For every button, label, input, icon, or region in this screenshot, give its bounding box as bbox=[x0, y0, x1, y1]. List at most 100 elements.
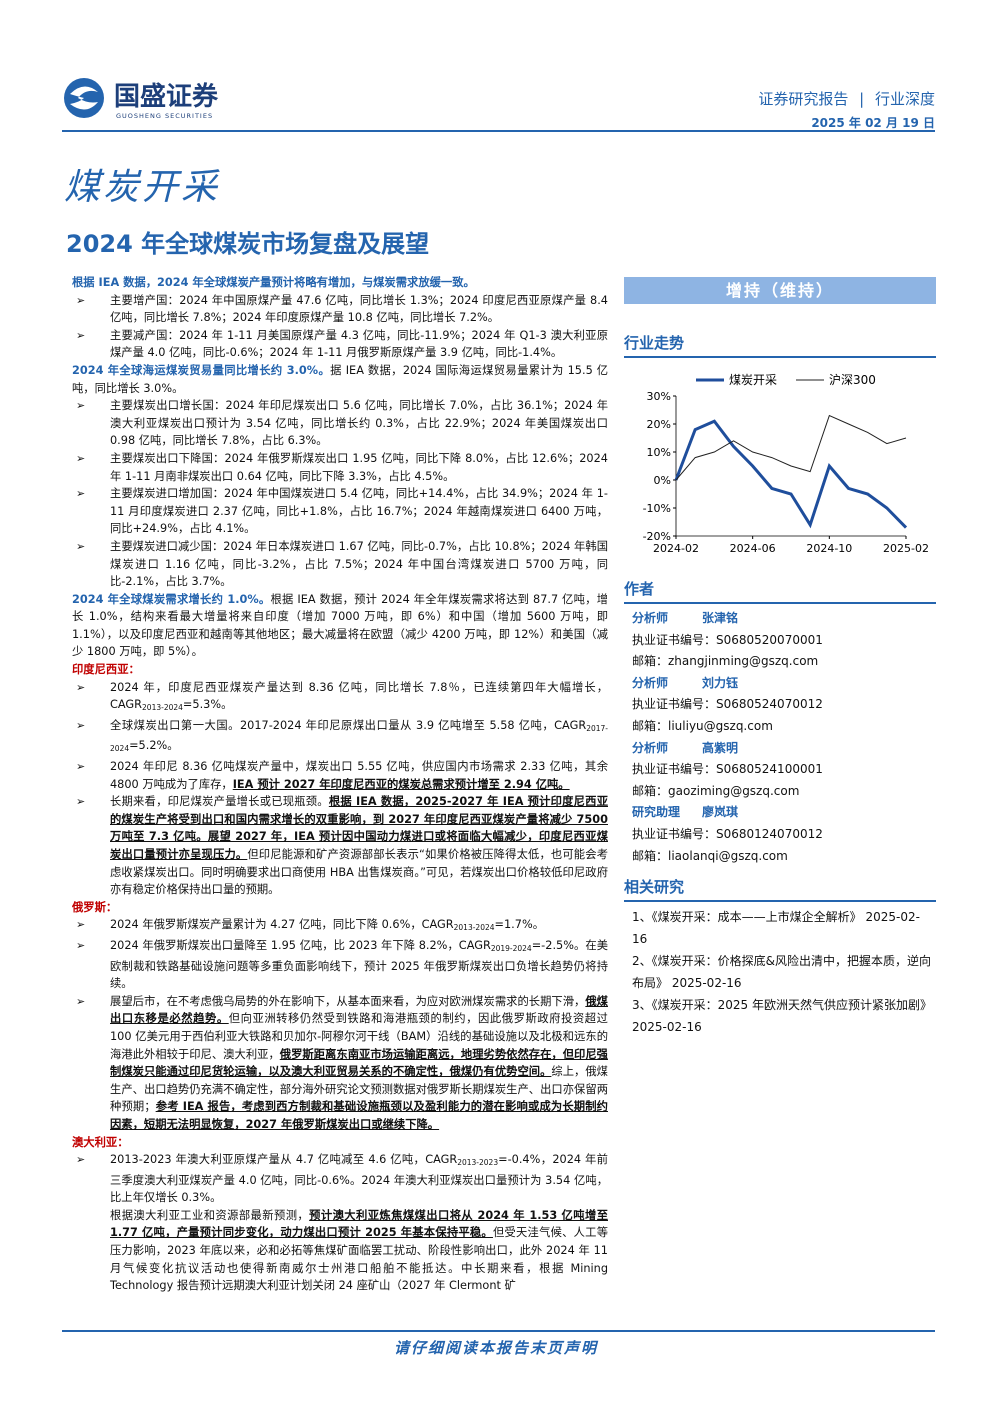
author-name: 张津铭 bbox=[702, 611, 739, 625]
text-run: 但受天洼气候、人工等压力影响，2023 年底以来，必和必拓等焦煤矿面临罢工扰动、… bbox=[110, 1226, 608, 1293]
text-run: =1.7%。 bbox=[494, 918, 544, 932]
para-paragraph: 根据澳大利亚工业和资源部最新预测，预计澳大利亚炼焦煤煤出口将从 2024 年 1… bbox=[72, 1207, 608, 1295]
related-item: 3、《煤炭开采：2025 年欧洲天然气供应预计紧张加剧》 2025-02-16 bbox=[632, 998, 932, 1034]
author-role: 研究助理 bbox=[632, 805, 681, 820]
author-name: 廖岚琪 bbox=[702, 805, 739, 820]
related-item: 2、《煤炭开采：价格探底&风险出清中，把握本质，逆向布局》 2025-02-16 bbox=[632, 954, 931, 990]
text-run: 主要煤炭出口下降国：2024 年俄罗斯煤炭出口 1.95 亿吨，同比下降 8.0… bbox=[110, 451, 608, 483]
x-tick-label: 2024-06 bbox=[730, 542, 776, 555]
section-heading: 作者 bbox=[624, 578, 936, 604]
text-run: 展望后市，在不考虑俄乌局势的外在影响下，从基本面来看，为应对欧洲煤炭需求的长期下… bbox=[110, 994, 586, 1008]
text-run: 主要增产国：2024 年中国原煤产量 47.6 亿吨，同比增长 1.3%；202… bbox=[110, 293, 608, 325]
text-run: =5.2%。 bbox=[129, 739, 179, 753]
text-run: =5.3%。 bbox=[182, 698, 233, 712]
emphasis: IEA 预计 2027 年印度尼西亚的煤炭总需求预计增至 2.94 亿吨。 bbox=[232, 777, 570, 791]
bullet-paragraph: 主要减产国：2024 年 1-11 月美国原煤产量 4.3 亿吨，同比-11.9… bbox=[72, 327, 608, 362]
text-run: =-0.4%，2024 年前三季度澳大利亚煤炭产量 4.0 亿吨，同比-0.6%… bbox=[110, 1153, 608, 1205]
lead-paragraph: 2024 年全球煤炭需求增长约 1.0%。根据 IEA 数据，预计 2024 年… bbox=[72, 591, 608, 661]
emphasis: 2024 年全球海运煤炭贸易量同比增长约 3.0%。 bbox=[72, 363, 331, 377]
bullet-paragraph: 主要煤炭进口增加国：2024 年中国煤炭进口 5.4 亿吨，同比+14.4%，占… bbox=[72, 485, 608, 538]
text-run: 2024 年俄罗斯煤炭出口量降至 1.95 亿吨，比 2023 年下降 8.2%… bbox=[110, 938, 491, 952]
text-run: 主要减产国：2024 年 1-11 月美国原煤产量 4.3 亿吨，同比-11.9… bbox=[110, 328, 608, 360]
body-text: 根据 IEA 数据，2024 年全球煤炭产量预计将略有增加，与煤炭需求放缓一致。… bbox=[72, 274, 608, 1314]
lead-paragraph: 根据 IEA 数据，2024 年全球煤炭产量预计将略有增加，与煤炭需求放缓一致。 bbox=[72, 274, 608, 292]
author-cert: 执业证书编号：S0680524070012 bbox=[632, 697, 823, 712]
x-tick-label: 2025-02 bbox=[883, 542, 929, 555]
emphasis: 根据 IEA 数据，2025-2027 年 IEA 预计印度尼西亚的煤炭生产将受… bbox=[110, 795, 608, 861]
text-run: 但印尼能源和矿产资源部部长表示“如果价格被压降得太低，也可能会考虑收紧煤炭出口。… bbox=[110, 848, 608, 897]
text-run: 主要煤炭进口增加国：2024 年中国煤炭进口 5.4 亿吨，同比+14.4%，占… bbox=[110, 487, 608, 536]
author-line: 分析师 高紫明 bbox=[632, 738, 932, 760]
bullet-paragraph: 2013-2023 年澳大利亚原煤产量从 4.7 亿吨减至 4.6 亿吨，CAG… bbox=[72, 1151, 608, 1207]
bullet-paragraph: 主要增产国：2024 年中国原煤产量 47.6 亿吨，同比增长 1.3%；202… bbox=[72, 292, 608, 327]
author-name: 刘力钰 bbox=[702, 675, 739, 690]
subscript: 2013-2024 bbox=[142, 703, 183, 713]
text-run: =-2.5%。在美欧制裁和铁路基础设施问题等多重负面影响线下，预计 2025 年… bbox=[110, 938, 608, 991]
text-run: 2024 年印尼 8.36 亿吨煤炭产量中，煤炭出口 5.55 亿吨，供应国内市… bbox=[110, 760, 608, 791]
author-cert: 执业证书编号：S0680524100001 bbox=[632, 762, 823, 777]
legend-label: 沪深300 bbox=[829, 373, 876, 387]
text-run: 全球煤炭出口第一大国。2017-2024 年印尼原煤出口量从 3.9 亿吨增至 … bbox=[110, 718, 587, 732]
text-run: 但向亚洲转移仍然受到铁路和海港瓶颈的制约，因此俄罗斯政府投资超过 100 亿美元… bbox=[110, 1012, 608, 1061]
text-run: 2024 年俄罗斯煤炭产量累计为 4.27 亿吨，同比下降 0.6%，CAGR bbox=[110, 918, 454, 932]
author-line: 分析师 刘力钰 bbox=[632, 673, 932, 695]
text-run: 俄罗斯： bbox=[72, 900, 118, 914]
text-run: 根据 IEA 数据，预计 2024 年全年煤炭需求将达到 87.7 亿吨，增长 … bbox=[72, 592, 608, 659]
report-kind: 证券研究报告 bbox=[758, 90, 849, 108]
logo-text: 国盛证券 bbox=[114, 81, 219, 112]
lead-paragraph: 2024 年全球海运煤炭贸易量同比增长约 3.0%。据 IEA 数据，2024 … bbox=[72, 362, 608, 397]
emphasis: 根据 IEA 数据，2024 年全球煤炭产量预计将略有增加，与煤炭需求放缓一致。 bbox=[72, 276, 475, 289]
trend-chart: -20% -10% 0% 10% 20% 30% 2024-02 2024-06 2024-10… bbox=[643, 373, 929, 555]
footer-note: 请仔细阅读本报告末页声明 bbox=[393, 1339, 598, 1357]
author-role: 分析师 bbox=[632, 611, 669, 625]
subscript: 2019-2024 bbox=[490, 943, 532, 953]
text-run: 2013-2023 年澳大利亚原煤产量从 4.7 亿吨减至 4.6 亿吨，CAG… bbox=[110, 1153, 458, 1167]
bullet-paragraph: 主要煤炭出口增长国：2024 年印尼煤炭出口 5.6 亿吨，同比增长 7.0%，… bbox=[72, 397, 608, 450]
text-run: 2024 年，印度尼西亚煤炭产量达到 8.36 亿吨，同比增长 7.8％，已连续… bbox=[110, 680, 608, 712]
text-run: 综上，俄煤生产、出口趋势仍充满不确定性，部分海外研究论文预测数据对俄罗斯长期煤炭… bbox=[110, 1065, 608, 1114]
bullet-paragraph: 主要煤炭进口减少国：2024 年日本煤炭进口 1.67 亿吨，同比-0.7%，占… bbox=[72, 538, 608, 591]
author-line: 分析师 张津铭 bbox=[632, 608, 932, 630]
bullet-paragraph: 2024 年俄罗斯煤炭出口量降至 1.95 亿吨，比 2023 年下降 8.2%… bbox=[72, 937, 608, 993]
legend-label: 煤炭开采 bbox=[729, 373, 777, 387]
emphasis: 预计澳大利亚炼焦煤煤出口将从 2024 年 1.53 亿吨增至 1.77 亿吨，… bbox=[110, 1208, 608, 1240]
bullet-paragraph: 2024 年俄罗斯煤炭产量累计为 4.27 亿吨，同比下降 0.6%，CAGR2… bbox=[72, 916, 608, 937]
author-role: 分析师 bbox=[632, 740, 669, 755]
author-email: 邮箱：liuliyu@gszq.com bbox=[632, 718, 773, 733]
emphasis: 2024 年全球煤炭需求增长约 1.0%。 bbox=[72, 592, 271, 606]
author-line: 研究助理 廖岚琪 bbox=[632, 802, 932, 824]
text-run: 长期来看，印尼煤炭产量增长或已现瓶颈。 bbox=[110, 795, 329, 809]
heading-paragraph: 印度尼西亚： bbox=[72, 661, 608, 679]
section-heading: 行业走势 bbox=[624, 332, 936, 358]
y-tick-label: 20% bbox=[647, 418, 671, 431]
x-tick-label: 2024-02 bbox=[653, 542, 699, 555]
author-email: 邮箱：gaoziming@gszq.com bbox=[632, 783, 800, 798]
bullet-paragraph: 长期来看，印尼煤炭产量增长或已现瓶颈。根据 IEA 数据，2025-2027 年… bbox=[72, 793, 608, 899]
series-line bbox=[675, 414, 907, 481]
emphasis: 参考 IEA 报告，考虑到西方制裁和基础设施瓶颈以及盈利能力的潜在影响或成为长期… bbox=[110, 1100, 608, 1131]
emphasis: 俄罗斯距离东南亚市场运输距离远，地理劣势依然存在，但印尼强制煤炭只能通过印尼货轮… bbox=[110, 1047, 608, 1079]
bullet-paragraph: 展望后市，在不考虑俄乌局势的外在影响下，从基本面来看，为应对欧洲煤炭需求的长期下… bbox=[72, 993, 608, 1134]
subscript: 2013-2023 bbox=[457, 1158, 499, 1168]
author-email: 邮箱：liaolanqi@gszq.com bbox=[632, 848, 788, 863]
text-run: 澳大利亚： bbox=[72, 1135, 129, 1149]
report-type: 证券研究报告 | 行业深度 bbox=[758, 88, 935, 109]
heading-paragraph: 俄罗斯： bbox=[72, 899, 608, 917]
author-email: 邮箱：zhangjinming@gszq.com bbox=[632, 654, 819, 669]
section-heading: 相关研究 bbox=[624, 876, 936, 902]
report-title: 2024 年全球煤炭市场复盘及展望 bbox=[66, 230, 430, 258]
author-cert: 执业证书编号：S0680520070001 bbox=[632, 632, 823, 647]
author-name: 高紫明 bbox=[702, 740, 739, 755]
y-tick-label: -20% bbox=[643, 530, 671, 543]
text-run: 据 IEA 数据，2024 国际海运煤贸易量累计为 15.5 亿吨，同比增长 3… bbox=[72, 363, 608, 395]
emphasis: 俄煤出口东移是必然趋势。 bbox=[110, 994, 608, 1026]
header-rule bbox=[62, 130, 935, 132]
bullet-paragraph: 2024 年，印度尼西亚煤炭产量达到 8.36 亿吨，同比增长 7.8％，已连续… bbox=[72, 679, 608, 717]
author-role: 分析师 bbox=[632, 675, 669, 690]
bullet-paragraph: 全球煤炭出口第一大国。2017-2024 年印尼原煤出口量从 3.9 亿吨增至 … bbox=[72, 717, 608, 758]
report-date: 2025 年 02 月 19 日 bbox=[811, 116, 935, 130]
y-tick-label: 0% bbox=[654, 474, 671, 487]
logo-subtext: GUOSHENG SECURITIES bbox=[116, 112, 213, 120]
logo: 国盛证券 GUOSHENG SECURITIES bbox=[64, 78, 219, 120]
